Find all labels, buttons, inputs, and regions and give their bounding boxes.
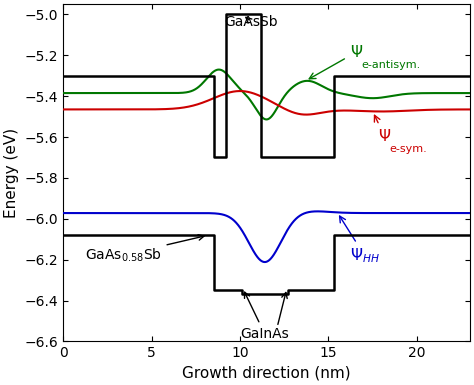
Text: $\Psi$: $\Psi$ xyxy=(374,115,391,144)
Text: e-antisym.: e-antisym. xyxy=(361,60,420,70)
Text: $\Psi_{HH}$: $\Psi_{HH}$ xyxy=(339,216,380,265)
Text: GaAsSb: GaAsSb xyxy=(224,15,277,29)
X-axis label: Growth direction (nm): Growth direction (nm) xyxy=(182,366,351,381)
Text: GaAs$_{0.58}$Sb: GaAs$_{0.58}$Sb xyxy=(84,235,204,264)
Y-axis label: Energy (eV): Energy (eV) xyxy=(4,128,19,218)
Text: $\Psi$: $\Psi$ xyxy=(309,44,363,79)
Text: e-sym.: e-sym. xyxy=(390,144,427,154)
Text: GaInAs: GaInAs xyxy=(240,292,289,341)
